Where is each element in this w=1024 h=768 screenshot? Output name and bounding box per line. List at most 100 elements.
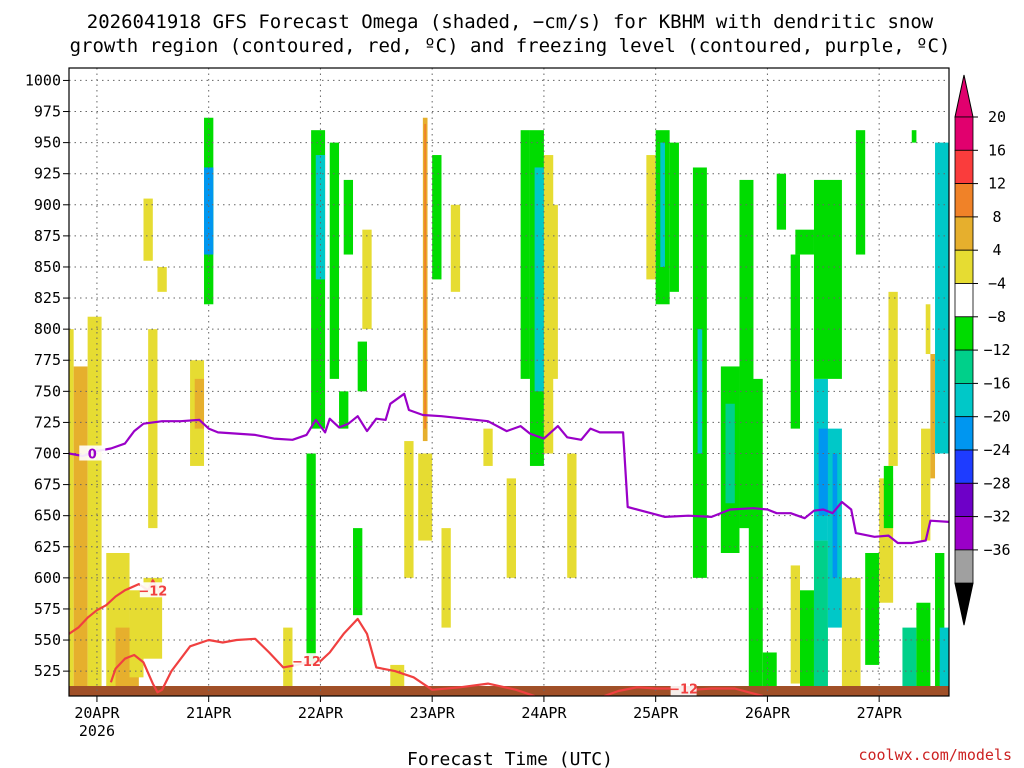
- colorbar-swatch: [954, 316, 974, 351]
- omega-cell: [343, 179, 354, 255]
- x-tick-label: 26APR: [745, 704, 791, 722]
- colorbar-label: −4: [988, 275, 1006, 293]
- y-tick-label: 850: [34, 258, 61, 276]
- colorbar-swatch: [954, 382, 974, 418]
- omega-cell: [534, 167, 544, 392]
- omega-cell: [506, 478, 516, 578]
- colorbar-swatch: [954, 216, 974, 251]
- colorbar-label: −32: [983, 508, 1010, 526]
- chart-title-line-2: growth region (contoured, red, ºC) and f…: [70, 35, 951, 57]
- colorbar-label: −12: [983, 341, 1010, 359]
- omega-cell: [660, 142, 665, 267]
- y-axis-pressure: 525 550 575 600 625 650 675 700 725 750 775 800 825 8…: [25, 71, 69, 680]
- omega-cell: [911, 130, 917, 143]
- contour-lines: −12 −12 −12 0: [69, 392, 949, 698]
- omega-cell: [357, 341, 367, 392]
- omega-cell: [306, 453, 316, 665]
- omega-cell: [520, 130, 530, 379]
- omega-cell: [73, 366, 88, 690]
- colorbar-swatch: [954, 283, 974, 318]
- site-credit: coolwx.com/models: [858, 746, 1012, 764]
- y-tick-label: 550: [34, 631, 61, 649]
- omega-cell: [841, 577, 861, 690]
- terrain-ground-band: [69, 686, 949, 696]
- colorbar-label: −36: [983, 541, 1010, 559]
- omega-cell: [483, 428, 493, 466]
- omega-cell: [795, 229, 814, 255]
- omega-cell: [883, 465, 894, 529]
- y-tick-label: 800: [34, 320, 61, 338]
- colorbar-swatch: [954, 416, 974, 451]
- omega-cell: [697, 329, 703, 454]
- colorbar-label: −24: [983, 441, 1010, 459]
- y-tick-label: 900: [34, 196, 61, 214]
- y-tick-label: 600: [34, 569, 61, 587]
- contour-label: 0: [88, 448, 97, 463]
- omega-cell: [69, 329, 74, 690]
- omega-cell: [548, 204, 558, 379]
- omega-cell: [329, 142, 340, 379]
- omega-cell: [939, 627, 949, 690]
- y-tick-label: 825: [34, 289, 61, 307]
- omega-cell: [143, 577, 163, 659]
- x-tick-label: 21APR: [186, 704, 232, 722]
- y-tick-label: 950: [34, 134, 61, 152]
- y-tick-label: 625: [34, 538, 61, 556]
- omega-cell: [888, 291, 898, 466]
- omega-cell: [148, 329, 158, 529]
- x-tick-label: 27APR: [857, 704, 903, 722]
- omega-cell: [283, 627, 293, 690]
- omega-cell: [818, 428, 828, 516]
- omega-cell: [930, 354, 936, 479]
- y-tick-label: 925: [34, 165, 61, 183]
- omega-cell: [916, 602, 931, 690]
- omega-cell: [353, 528, 363, 616]
- y-tick-label: 650: [34, 507, 61, 525]
- omega-cell: [935, 142, 949, 454]
- colorbar-swatch: [954, 449, 974, 484]
- omega-cell: [87, 316, 102, 690]
- omega-cell: [339, 391, 349, 429]
- x-tick-label: 24APR: [521, 704, 567, 722]
- contour-line: [109, 617, 535, 696]
- colorbar-label: 20: [988, 108, 1006, 126]
- x-tick-label: 22APR: [298, 704, 344, 722]
- y-tick-label: 750: [34, 382, 61, 400]
- contour-label-bg: [670, 680, 697, 696]
- omega-cell: [748, 378, 763, 690]
- omega-cell: [362, 229, 372, 330]
- omega-cell: [813, 540, 828, 690]
- colorbar-label: −28: [983, 474, 1010, 492]
- y-tick-label: 675: [34, 476, 61, 494]
- y-tick-label: 1000: [25, 71, 61, 89]
- plot-frame: [68, 67, 950, 697]
- contour-label-bg: [79, 445, 106, 461]
- colorbar-swatch: [954, 183, 974, 218]
- contour-line: [69, 392, 949, 545]
- omega-cell: [432, 155, 442, 280]
- chart-title-line-1: 2026041918 GFS Forecast Omega (shaded, −…: [87, 11, 934, 33]
- colorbar-legend: 20 16 12 8 4 −4 −8 −12 −16 −20 −24 −28 −32 −36: [954, 74, 1011, 626]
- y-tick-label: 575: [34, 600, 61, 618]
- omega-cell: [776, 173, 787, 230]
- contour-label-bg: [139, 582, 166, 598]
- omega-cell: [935, 552, 945, 690]
- x-tick-label: 23APR: [410, 704, 456, 722]
- omega-shading: [69, 117, 949, 690]
- y-tick-label: 725: [34, 413, 61, 431]
- omega-cell: [669, 142, 679, 292]
- omega-cell: [855, 130, 866, 255]
- omega-cell: [143, 198, 153, 261]
- omega-cell: [418, 453, 433, 541]
- colorbar-label: 8: [992, 208, 1001, 226]
- omega-cell: [921, 428, 931, 541]
- colorbar-label: −20: [983, 408, 1010, 426]
- colorbar-swatch: [954, 116, 974, 151]
- colorbar-swatch: [954, 482, 974, 517]
- omega-cell: [424, 123, 427, 429]
- contour-label: −12: [669, 683, 698, 698]
- omega-cell: [646, 155, 656, 280]
- omega-cell: [441, 528, 451, 628]
- omega-cell: [790, 565, 801, 684]
